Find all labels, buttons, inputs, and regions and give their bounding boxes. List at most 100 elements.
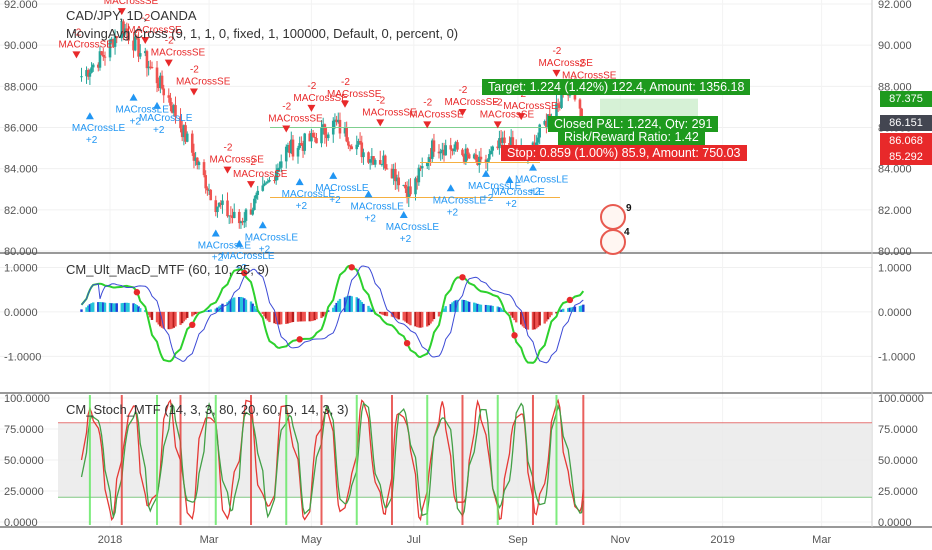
candle-body xyxy=(348,145,352,147)
macd-histogram-bar xyxy=(206,310,209,312)
candle-body xyxy=(190,133,194,153)
candle-body xyxy=(462,155,466,162)
short-signal-label: MACrossSE xyxy=(293,93,348,104)
macd-histogram-bar xyxy=(149,311,152,318)
short-signal-qty: -2 xyxy=(282,102,291,113)
macd-histogram-bar xyxy=(253,306,256,312)
time-axis-label: Mar xyxy=(812,534,831,546)
stoch-axis-label: 50.0000 xyxy=(878,455,918,467)
price-axis-label-left: 80.000 xyxy=(4,246,38,258)
candle-body xyxy=(357,140,360,145)
macd-histogram-bar xyxy=(421,311,424,328)
macd-histogram-bar xyxy=(288,311,291,323)
long-signal-qty: +2 xyxy=(482,193,494,204)
macd-histogram-bar xyxy=(273,311,276,324)
price-axis-label-left: 84.000 xyxy=(4,164,38,176)
long-signal-qty: +2 xyxy=(296,201,308,212)
macd-histogram-bar xyxy=(122,302,125,312)
candle-body xyxy=(143,51,147,54)
macd-histogram-bar xyxy=(379,311,382,314)
macd-histogram-bar xyxy=(461,299,464,312)
candle-body xyxy=(345,127,348,142)
candle-body xyxy=(253,198,256,210)
candle-body xyxy=(301,145,305,151)
macd-histogram-bar xyxy=(221,303,224,312)
macd-histogram-bar xyxy=(496,306,499,312)
candle-body xyxy=(127,32,130,41)
candle-body xyxy=(98,51,102,68)
macd-histogram-bar xyxy=(546,311,550,320)
macd-histogram-bar xyxy=(345,296,348,312)
candle-body xyxy=(350,146,354,150)
macd-histogram-bar xyxy=(382,311,385,316)
candle-body xyxy=(174,105,177,117)
candle-body xyxy=(150,67,154,69)
macd-histogram-bar xyxy=(355,297,358,312)
candle-body xyxy=(474,154,478,160)
canada-flag-icon[interactable] xyxy=(600,229,626,255)
macd-histogram-bar xyxy=(350,296,353,312)
candle-body xyxy=(555,103,558,117)
macd-histogram-bar xyxy=(155,311,159,323)
candle-body xyxy=(326,134,330,139)
candle-body xyxy=(122,21,125,34)
macd-histogram-bar xyxy=(238,297,241,312)
candle-body xyxy=(360,142,364,158)
candle-body xyxy=(232,211,236,219)
strategy-title[interactable]: MovingAvg Cross (9, 1, 1, 0, fixed, 1, 1… xyxy=(66,26,459,41)
macd-histogram-bar xyxy=(321,311,325,317)
symbol-title[interactable]: CAD/JPY, 1D, OANDA xyxy=(66,8,197,23)
short-signal-arrow xyxy=(164,59,173,67)
macd-histogram-bar xyxy=(358,300,362,312)
macd-histogram-bar xyxy=(296,311,300,322)
macd-histogram-bar xyxy=(226,302,229,312)
candle-body xyxy=(184,125,187,142)
price-tag-last: 86.151 xyxy=(880,115,932,131)
candle-body xyxy=(197,162,201,166)
candle-body xyxy=(333,119,337,121)
macd-histogram-bar xyxy=(397,311,400,320)
macd-histogram-bar xyxy=(311,311,315,321)
macd-histogram-bar xyxy=(92,302,95,312)
target-box: Target: 1.224 (1.42%) 122.4, Amount: 135… xyxy=(482,79,751,95)
macd-histogram-bar xyxy=(570,307,573,312)
macd-histogram-bar xyxy=(315,311,318,320)
macd-histogram-bar xyxy=(263,311,266,317)
long-signal-label: MACrossLE xyxy=(515,175,569,186)
macd-histogram-bar xyxy=(582,304,585,312)
candle-body xyxy=(338,119,342,134)
stoch-title[interactable]: CM_Stoch_MTF (14, 3, 3, 80, 20, 60, D, 1… xyxy=(66,402,349,417)
time-axis-label: 2018 xyxy=(98,534,122,546)
candle-body xyxy=(133,36,137,51)
candle-body xyxy=(279,161,283,168)
macd-histogram-bar xyxy=(456,299,459,312)
candle-body xyxy=(303,133,307,151)
candle-body xyxy=(298,143,301,148)
macd-cross-dot xyxy=(459,274,466,281)
candle-body xyxy=(102,54,105,57)
candle-body xyxy=(449,145,453,150)
macd-histogram-bar xyxy=(513,311,516,321)
candle-body xyxy=(237,211,241,224)
us-flag-icon[interactable] xyxy=(600,204,626,230)
macd-histogram-bar xyxy=(405,311,409,323)
time-axis-label: Nov xyxy=(610,534,630,546)
macd-histogram-bar xyxy=(125,302,129,312)
candle-body xyxy=(239,221,243,224)
macd-histogram-bar xyxy=(449,304,452,312)
long-signal-qty: +2 xyxy=(329,195,341,206)
macd-histogram-bar xyxy=(404,311,407,322)
macd-histogram-bar xyxy=(172,311,176,328)
macd-histogram-bar xyxy=(385,311,389,317)
candle-body xyxy=(511,137,515,147)
candle-body xyxy=(261,185,265,191)
macd-histogram-bar xyxy=(108,302,112,312)
macd-histogram-bar xyxy=(85,307,88,312)
short-signal-label: MACrossSE xyxy=(268,114,323,125)
candle-body xyxy=(289,139,293,154)
candle-body xyxy=(313,137,317,139)
macd-histogram-bar xyxy=(97,302,100,312)
macd-title[interactable]: CM_Ult_MacD_MTF (60, 10, 25, 9) xyxy=(66,262,270,277)
macd-histogram-bar xyxy=(476,303,479,312)
